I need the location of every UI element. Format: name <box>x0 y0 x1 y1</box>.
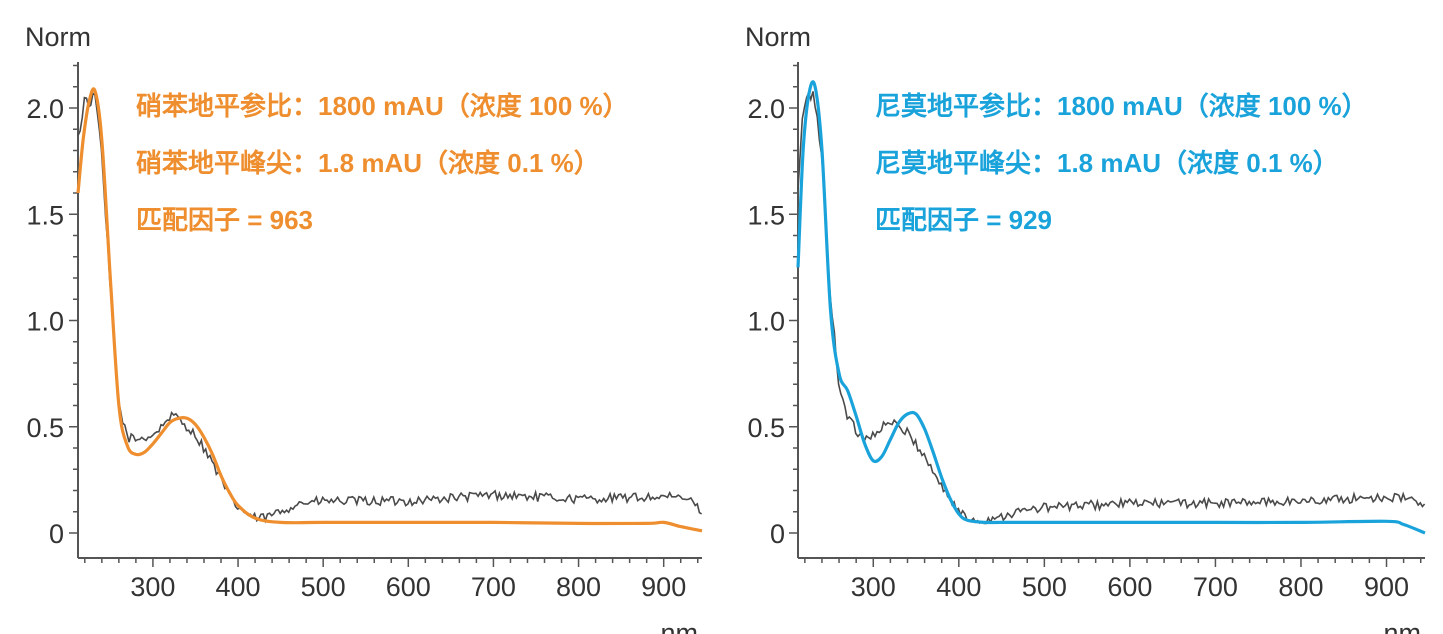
x-axis-title: nm <box>660 618 698 634</box>
x-tick-label: 400 <box>936 572 981 602</box>
reference-spectrum-line <box>76 87 703 533</box>
y-tick-label: 1.0 <box>26 307 64 337</box>
x-tick-label: 800 <box>556 572 601 602</box>
x-tick-label: 900 <box>1364 572 1409 602</box>
y-axis-title: Norm <box>25 22 91 52</box>
y-tick-label: 0 <box>49 519 64 549</box>
sample-spectrum-line <box>797 90 1426 525</box>
x-tick-label: 500 <box>1022 572 1067 602</box>
annotation-text: 尼莫地平参比：1800 mAU（浓度 100 %） <box>875 91 1368 121</box>
annotation-text: 硝苯地平参比：1800 mAU（浓度 100 %） <box>136 91 629 121</box>
y-tick-label: 2.0 <box>747 94 785 124</box>
annotation-text: 匹配因子 = 929 <box>875 205 1052 235</box>
x-tick-label: 900 <box>641 572 686 602</box>
x-tick-label: 400 <box>216 572 261 602</box>
reference-spectrum-line <box>796 80 1426 535</box>
x-tick-label: 800 <box>1278 572 1323 602</box>
chart-panel-2: 0 0.5 1.0 1.5 2.0 300 400 500 600 700 800 900 Norm nm… <box>745 22 1426 634</box>
y-tick-label: 1.5 <box>26 200 64 230</box>
y-tick-label: 0.5 <box>26 413 64 443</box>
x-tick-label: 600 <box>386 572 431 602</box>
y-tick-label: 0 <box>770 519 785 549</box>
x-tick-label: 300 <box>130 572 175 602</box>
y-tick-label: 1.0 <box>747 307 785 337</box>
sample-spectrum-line <box>77 91 703 524</box>
x-tick-label: 700 <box>1193 572 1238 602</box>
annotation-text: 硝苯地平峰尖：1.8 mAU（浓度 0.1 %） <box>136 148 600 178</box>
x-tick-label: 600 <box>1107 572 1152 602</box>
y-tick-label: 0.5 <box>747 413 785 443</box>
annotation-text: 匹配因子 = 963 <box>136 205 313 235</box>
y-tick-label: 2.0 <box>26 94 64 124</box>
x-tick-label: 700 <box>471 572 516 602</box>
y-tick-label: 1.5 <box>747 200 785 230</box>
y-axis-title: Norm <box>745 22 811 52</box>
chart-panel-1: 0 0.5 1.0 1.5 2.0 300 400 500 600 700 800 900 Norm nm… <box>25 22 703 634</box>
annotation-text: 尼莫地平峰尖：1.8 mAU（浓度 0.1 %） <box>875 148 1339 178</box>
x-tick-label: 300 <box>851 572 896 602</box>
x-axis-title: nm <box>1383 618 1421 634</box>
x-tick-label: 500 <box>301 572 346 602</box>
